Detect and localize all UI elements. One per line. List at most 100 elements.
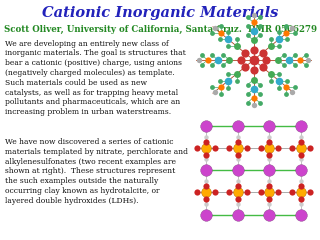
Point [299, 135, 304, 139]
Point [267, 202, 272, 205]
Point [303, 63, 308, 67]
Point [210, 31, 215, 35]
Point [226, 86, 231, 90]
Point [290, 191, 295, 194]
Point [258, 146, 263, 150]
Point [219, 31, 224, 35]
Point [234, 44, 239, 48]
Point [217, 79, 222, 83]
Point [245, 24, 250, 28]
Point [293, 63, 298, 67]
Point [267, 153, 272, 156]
Text: We have now discovered a series of cationic
materials templated by nitrate, perc: We have now discovered a series of catio… [5, 138, 188, 205]
Point [251, 103, 256, 107]
Point [204, 135, 209, 139]
Point [251, 87, 256, 91]
Point [267, 124, 272, 128]
Point [299, 157, 304, 161]
Point [258, 191, 263, 194]
Point [257, 16, 262, 19]
Point [285, 37, 290, 41]
Point [293, 53, 298, 57]
Point [276, 191, 281, 194]
Point [235, 180, 240, 183]
Point [260, 51, 265, 55]
Point [199, 53, 204, 57]
Point [204, 157, 209, 161]
Point [299, 153, 304, 156]
Point [299, 213, 304, 216]
Point [277, 44, 282, 48]
Point [281, 63, 286, 67]
Point [219, 24, 224, 28]
Point [235, 202, 240, 205]
Point [245, 101, 250, 104]
Point [204, 153, 209, 156]
Point [251, 29, 256, 33]
Point [209, 63, 214, 67]
Point [307, 146, 312, 150]
Point [238, 58, 244, 62]
Point [281, 53, 286, 57]
Point [234, 37, 239, 41]
Text: Scott Oliver, University of California, Santa Cruz.  DMR 0506279: Scott Oliver, University of California, … [4, 25, 316, 34]
Point [210, 85, 215, 89]
Point [235, 168, 240, 172]
Point [268, 44, 273, 48]
Point [277, 72, 282, 76]
Point [306, 58, 311, 62]
Point [251, 38, 256, 42]
Point [226, 191, 231, 194]
Point [299, 146, 304, 150]
Point [257, 33, 262, 37]
Point [257, 83, 262, 87]
Text: We are developing an entirely new class of
inorganic materials. The goal is stru: We are developing an entirely new class … [5, 40, 186, 116]
Point [212, 27, 218, 30]
Point [226, 37, 231, 41]
Point [299, 191, 304, 194]
Point [234, 72, 239, 76]
Point [299, 180, 304, 183]
Point [268, 79, 273, 83]
Point [303, 53, 308, 57]
Point [292, 31, 297, 35]
Text: Cationic Inorganic Materials: Cationic Inorganic Materials [42, 6, 278, 20]
Point [204, 146, 209, 150]
Point [204, 180, 209, 183]
Point [275, 58, 280, 62]
Point [284, 92, 289, 96]
Point [251, 68, 256, 72]
Point [267, 146, 272, 150]
Point [205, 58, 210, 62]
Point [290, 90, 295, 93]
Point [267, 157, 272, 161]
Point [285, 79, 290, 83]
Point [212, 191, 218, 194]
Point [267, 213, 272, 216]
Point [234, 79, 239, 83]
Point [299, 124, 304, 128]
Point [260, 65, 265, 69]
Point [219, 92, 224, 96]
Point [299, 197, 304, 201]
Point [276, 86, 281, 90]
Point [199, 63, 204, 67]
Point [204, 191, 209, 194]
Point [235, 213, 240, 216]
Point [267, 140, 272, 144]
Point [209, 53, 214, 57]
Point [299, 184, 304, 188]
Point [226, 79, 231, 83]
Point [204, 202, 209, 205]
Point [267, 168, 272, 172]
Point [245, 33, 250, 37]
Point [257, 101, 262, 104]
Point [215, 58, 220, 62]
Point [268, 72, 273, 76]
Point [284, 31, 289, 35]
Point [219, 85, 224, 89]
Point [251, 78, 256, 82]
Point [204, 168, 209, 172]
Point [226, 30, 231, 34]
Point [225, 44, 230, 48]
